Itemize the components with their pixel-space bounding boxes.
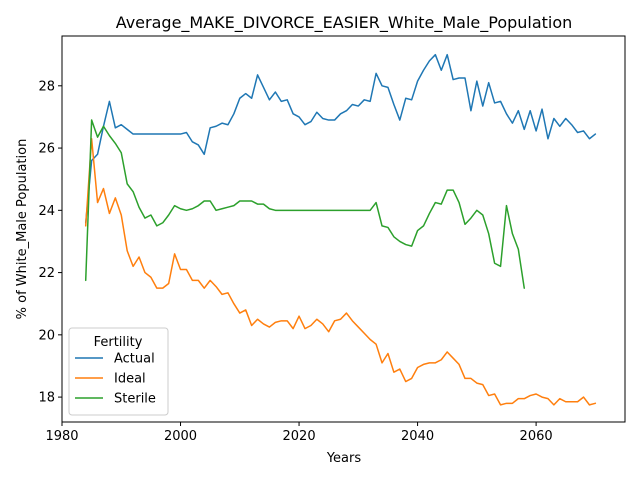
y-tick-label: 26 bbox=[38, 142, 55, 157]
chart-title: Average_MAKE_DIVORCE_EASIER_White_Male_P… bbox=[116, 13, 573, 33]
x-axis-label: Years bbox=[326, 451, 362, 466]
series-line-ideal bbox=[84, 137, 597, 406]
y-axis-ticks: 18 20 22 24 26 28 bbox=[38, 79, 62, 406]
x-tick-label: 2040 bbox=[401, 429, 434, 444]
y-tick-label: 22 bbox=[38, 266, 55, 281]
legend-label-actual: Actual bbox=[114, 352, 155, 367]
series-line-actual bbox=[84, 53, 597, 224]
legend: Fertility Actual Ideal Sterile bbox=[68, 327, 169, 416]
legend-label-sterile: Sterile bbox=[114, 392, 156, 407]
legend-title: Fertility bbox=[94, 335, 143, 350]
legend-box bbox=[68, 327, 169, 416]
x-axis-ticks: 1980 2000 2020 2040 2060 bbox=[45, 422, 553, 444]
x-tick-label: 1980 bbox=[45, 429, 78, 444]
y-tick-label: 20 bbox=[38, 328, 55, 343]
x-tick-label: 2060 bbox=[520, 429, 553, 444]
y-tick-label: 28 bbox=[38, 79, 55, 94]
legend-label-ideal: Ideal bbox=[114, 372, 146, 387]
y-axis-label: % of White_Male Population bbox=[15, 139, 30, 320]
axes-frame bbox=[61, 35, 626, 423]
x-tick-label: 2000 bbox=[164, 429, 197, 444]
x-tick-label: 2020 bbox=[283, 429, 316, 444]
y-tick-label: 24 bbox=[38, 204, 55, 219]
series-line-sterile bbox=[84, 119, 525, 289]
y-tick-label: 18 bbox=[38, 391, 55, 406]
plot-lines bbox=[84, 53, 597, 406]
legend-entries: Actual Ideal Sterile bbox=[75, 352, 156, 407]
